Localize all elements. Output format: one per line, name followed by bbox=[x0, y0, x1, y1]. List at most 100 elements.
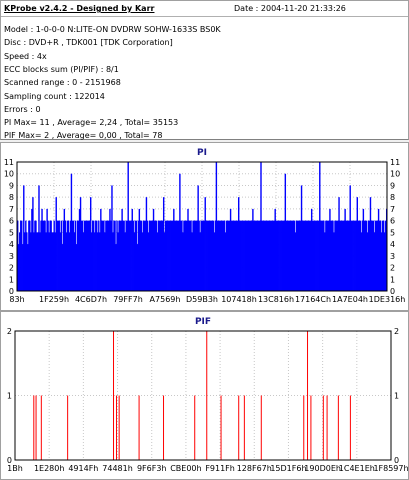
pi-bar bbox=[302, 220, 305, 291]
pi-bar bbox=[149, 220, 152, 291]
pi-bar bbox=[379, 220, 382, 291]
pi-bar bbox=[71, 220, 74, 291]
pi-bar bbox=[179, 173, 181, 291]
pif-y-tick-label-right: 0 bbox=[394, 456, 399, 465]
pi-x-tick-label: 4C6D7h bbox=[75, 295, 107, 304]
pi-y-tick-label: 3 bbox=[9, 252, 14, 261]
pi-bar bbox=[127, 162, 129, 291]
pi-bar bbox=[169, 220, 171, 291]
pi-y-tick-label: 4 bbox=[9, 240, 14, 249]
pi-bar bbox=[21, 220, 23, 291]
pi-bar bbox=[252, 208, 254, 291]
pif-x-tick-label: 190D0Eh bbox=[304, 464, 341, 473]
info-sampling: Sampling count : 122014 bbox=[4, 92, 105, 101]
pi-bar bbox=[249, 220, 251, 291]
pi-bar bbox=[229, 208, 232, 291]
pi-bar bbox=[296, 220, 299, 291]
pi-bar bbox=[366, 232, 369, 291]
pi-bar bbox=[285, 220, 288, 291]
pi-bar bbox=[335, 220, 337, 291]
pi-bar bbox=[134, 220, 136, 291]
pi-bar bbox=[362, 208, 365, 291]
pi-bar bbox=[152, 208, 155, 291]
pi-bar bbox=[20, 220, 22, 291]
pi-bar bbox=[73, 232, 76, 291]
pi-bar bbox=[377, 208, 380, 291]
pi-bar bbox=[148, 220, 151, 291]
pi-bar bbox=[224, 232, 227, 291]
pi-bar bbox=[115, 244, 117, 291]
pi-y-tick-label-right: 5 bbox=[390, 228, 395, 237]
pi-bar bbox=[349, 185, 351, 291]
pi-bar bbox=[369, 197, 372, 291]
pi-bar bbox=[317, 220, 319, 291]
pi-bar bbox=[327, 220, 329, 291]
pi-bar bbox=[337, 220, 339, 291]
pi-bar bbox=[75, 244, 78, 291]
pi-bar bbox=[263, 220, 265, 291]
pi-bar bbox=[222, 220, 225, 291]
pi-x-tick-label: D59B3h bbox=[186, 295, 218, 304]
pi-bar bbox=[193, 220, 195, 291]
pi-bar bbox=[57, 220, 59, 291]
pi-bar bbox=[189, 220, 191, 291]
pi-bar bbox=[279, 220, 281, 291]
pi-bar bbox=[135, 220, 138, 291]
pi-bar bbox=[184, 220, 186, 291]
pif-y-tick-label: 0 bbox=[7, 456, 12, 465]
pi-bar bbox=[54, 232, 56, 291]
pi-bar bbox=[220, 220, 223, 291]
pi-bar bbox=[37, 232, 39, 291]
pi-bar bbox=[47, 220, 49, 291]
pi-bar bbox=[121, 208, 123, 291]
pi-bar bbox=[31, 208, 33, 291]
pi-bar bbox=[32, 197, 34, 291]
pi-bar bbox=[372, 220, 375, 291]
pi-bar bbox=[243, 220, 245, 291]
pi-bar bbox=[347, 220, 349, 291]
pif-x-tick-label: 74481h bbox=[102, 464, 133, 473]
pi-bar bbox=[82, 232, 85, 291]
pi-bar bbox=[284, 173, 287, 291]
pi-bar bbox=[93, 220, 95, 291]
pi-y-tick-label: 2 bbox=[9, 264, 14, 273]
pi-bar bbox=[84, 220, 87, 291]
pi-y-tick-label-right: 8 bbox=[390, 193, 395, 202]
pi-bar bbox=[374, 220, 377, 291]
pi-bar bbox=[27, 244, 29, 291]
pi-bar bbox=[132, 220, 134, 291]
pi-bar bbox=[104, 232, 106, 291]
pi-bar bbox=[183, 220, 185, 291]
pi-bar bbox=[196, 220, 198, 291]
pi-bar bbox=[59, 232, 61, 291]
pi-bar bbox=[381, 220, 384, 291]
pi-y-tick-label-right: 0 bbox=[390, 287, 395, 296]
pi-bar bbox=[176, 220, 178, 291]
pi-bar bbox=[258, 220, 260, 291]
pi-bar bbox=[209, 220, 212, 291]
pif-x-tick-label: 15D1F6h bbox=[270, 464, 306, 473]
pi-bar bbox=[350, 220, 352, 291]
pi-bar bbox=[46, 208, 48, 291]
pi-bar bbox=[338, 197, 340, 291]
pi-bar bbox=[363, 220, 366, 291]
pi-bar bbox=[286, 220, 289, 291]
pi-bar bbox=[315, 220, 317, 291]
pi-bar bbox=[267, 220, 269, 291]
pi-y-tick-label: 0 bbox=[9, 287, 14, 296]
pi-chart-title: PI bbox=[197, 148, 207, 158]
pi-bar bbox=[367, 220, 370, 291]
pi-bar bbox=[274, 208, 276, 291]
pi-bar bbox=[30, 232, 32, 291]
pi-bar bbox=[348, 220, 350, 291]
pi-bar bbox=[99, 232, 101, 291]
pi-bar bbox=[146, 220, 149, 291]
pi-bar bbox=[272, 220, 274, 291]
pi-bar bbox=[70, 173, 73, 291]
pi-bar bbox=[103, 220, 105, 291]
pi-bar bbox=[281, 220, 283, 291]
pi-y-tick-label-right: 9 bbox=[390, 181, 395, 190]
pi-bar bbox=[60, 220, 62, 291]
pi-bar bbox=[269, 220, 271, 291]
info-disc: Disc : DVD+R , TDK001 [TDK Corporation] bbox=[4, 38, 173, 47]
